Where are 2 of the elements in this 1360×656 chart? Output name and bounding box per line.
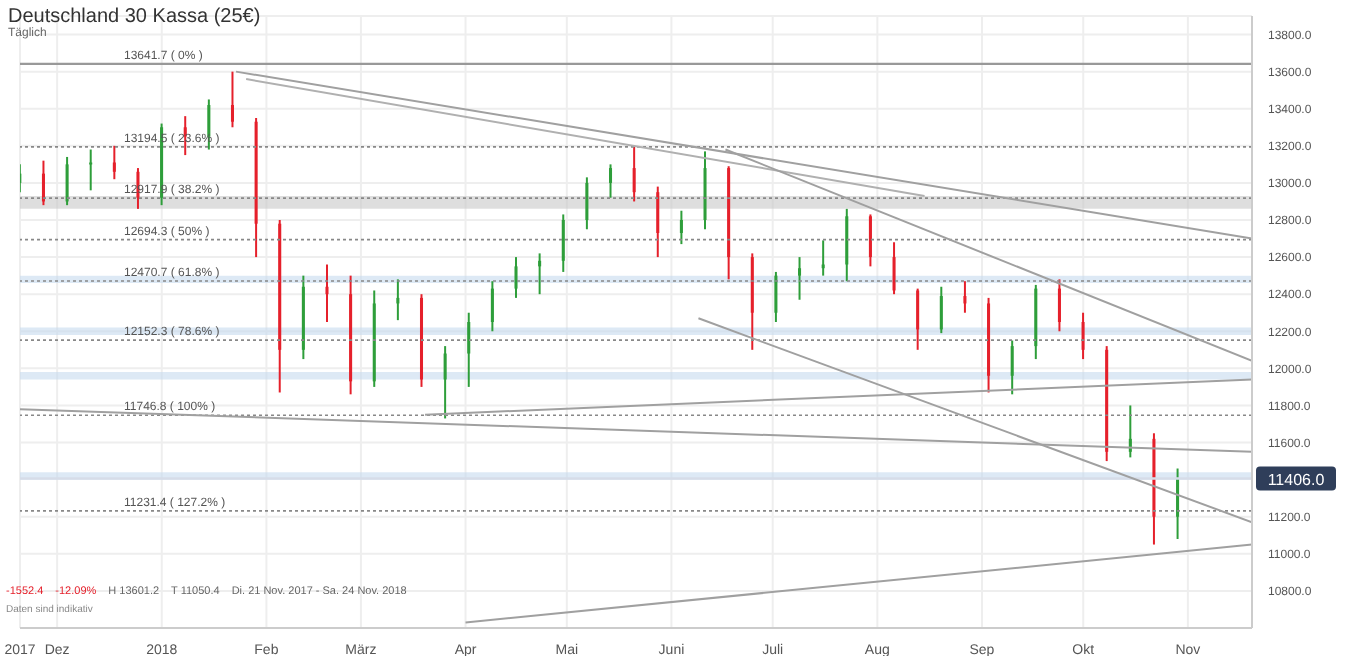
chart-title: Deutschland 30 Kassa (25€) — [8, 6, 261, 28]
ref-line-label: 11406.0 — [1267, 470, 1326, 489]
